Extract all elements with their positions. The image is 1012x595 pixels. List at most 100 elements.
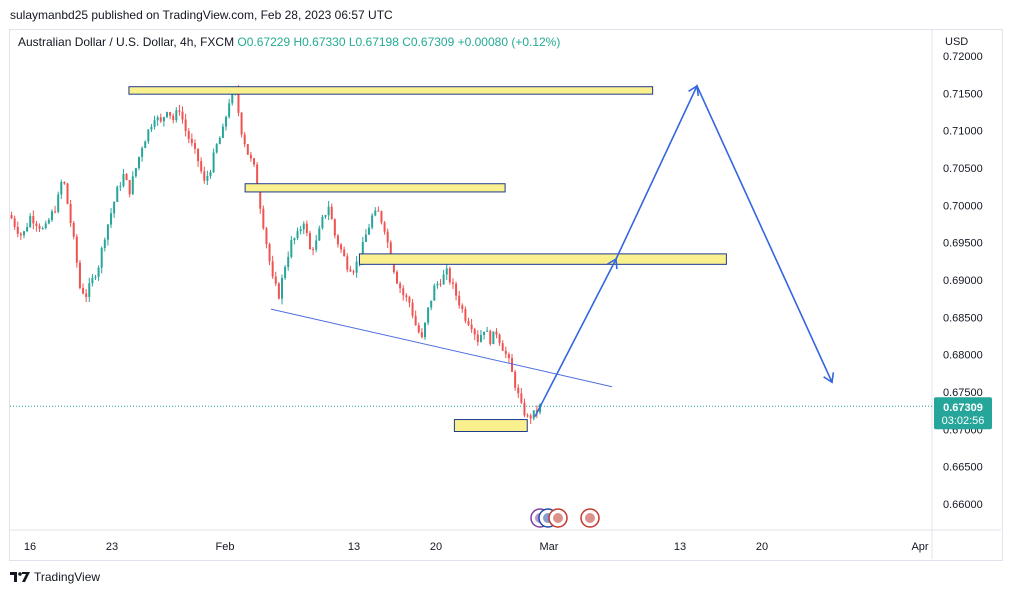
candle-body [203, 171, 206, 181]
candle-body [249, 154, 252, 159]
candle-body [246, 144, 249, 155]
candle-body [215, 144, 218, 153]
candle-body [97, 267, 100, 277]
candle-body [315, 240, 318, 250]
x-tick-label: Feb [216, 541, 235, 553]
candle-body [47, 219, 50, 224]
publisher-line: sulaymanbd25 published on TradingView.co… [10, 8, 393, 22]
price-zone [453, 419, 528, 432]
candle-body [364, 234, 367, 242]
candle-body [113, 201, 116, 214]
candle-body [473, 329, 476, 335]
candle-body [383, 222, 386, 232]
candle-body [374, 210, 377, 216]
candle-body [94, 276, 97, 278]
candle-body [504, 350, 507, 355]
candle-body [458, 295, 461, 306]
price-zone [244, 183, 506, 193]
candle-body [228, 103, 231, 117]
candle-body [479, 335, 482, 343]
price-zone [358, 253, 727, 265]
candle-body [308, 233, 311, 250]
candle-body [327, 206, 330, 216]
candle-body [172, 115, 175, 121]
candle-body [517, 387, 520, 394]
candle-body [178, 110, 181, 112]
candle-body [455, 283, 458, 296]
x-tick-label: 20 [756, 541, 768, 553]
candle-body [423, 322, 426, 338]
candle-body [268, 244, 271, 262]
tradingview-brand[interactable]: TradingView [10, 570, 100, 584]
candle-body [60, 182, 63, 195]
chart-frame [9, 29, 1003, 561]
candle-body [483, 331, 486, 336]
candle-body [386, 231, 389, 243]
candle-body [165, 112, 168, 118]
y-tick-label: 0.66000 [943, 499, 983, 511]
candle-body [467, 320, 470, 325]
candle-body [346, 256, 349, 270]
candle-body [486, 330, 489, 332]
candle-body [41, 228, 44, 230]
candle-body [501, 343, 504, 351]
y-tick-label: 0.66500 [943, 462, 983, 474]
candle-body [184, 119, 187, 132]
arrowhead-icon [688, 84, 700, 96]
candle-body [212, 152, 215, 173]
candle-body [221, 126, 224, 138]
candle-body [69, 203, 72, 223]
y-tick-label: 0.69500 [943, 238, 983, 250]
candle-body [305, 223, 308, 234]
y-tick-label: 0.70000 [943, 200, 983, 212]
candle-body [271, 261, 274, 277]
y-tick-label: 0.72000 [943, 51, 983, 63]
x-tick-label: Apr [911, 541, 928, 553]
candle-body [72, 222, 75, 237]
y-tick-label: 0.71500 [943, 88, 983, 100]
y-tick-label: 0.71000 [943, 126, 983, 138]
candle-body [262, 208, 265, 229]
candle-body [190, 138, 193, 144]
candle-body [284, 267, 287, 278]
x-tick-label: 16 [24, 541, 36, 553]
ohlc-values: O0.67229 H0.67330 L0.67198 C0.67309 +0.0… [237, 35, 561, 49]
candle-body [489, 330, 492, 345]
y-tick-label: 0.67500 [943, 387, 983, 399]
candle-body [265, 228, 268, 245]
candle-body [187, 131, 190, 139]
candle-body [138, 156, 141, 169]
candle-body [206, 176, 209, 181]
candle-body [377, 210, 380, 212]
candle-body [122, 174, 125, 187]
candle-body [439, 283, 442, 285]
candle-body [231, 93, 234, 104]
candle-body [352, 271, 355, 273]
candle-body [318, 228, 321, 241]
candle-body [10, 215, 13, 219]
candle-body [253, 158, 256, 165]
candle-body [243, 134, 246, 145]
candle-body [13, 218, 16, 227]
candle-body [26, 226, 29, 232]
candle-body [312, 249, 315, 251]
candle-body [498, 334, 501, 344]
price-zone [128, 86, 654, 95]
candle-body [427, 307, 430, 323]
candle-body [44, 223, 47, 229]
candle-body [32, 216, 35, 224]
candle-body [91, 277, 94, 284]
candle-body [355, 261, 358, 273]
bar-countdown: 03:02:56 [942, 415, 985, 427]
candle-body [507, 354, 510, 359]
candle-body [330, 206, 333, 220]
candle-body [88, 283, 91, 297]
event-flag-icon [553, 513, 563, 523]
candle-body [529, 415, 532, 419]
last-price-label: 0.67309 [943, 402, 983, 414]
candle-body [371, 215, 374, 228]
x-tick-label: 13 [348, 541, 360, 553]
candle-body [430, 300, 433, 308]
tradingview-logo-icon [10, 572, 30, 582]
